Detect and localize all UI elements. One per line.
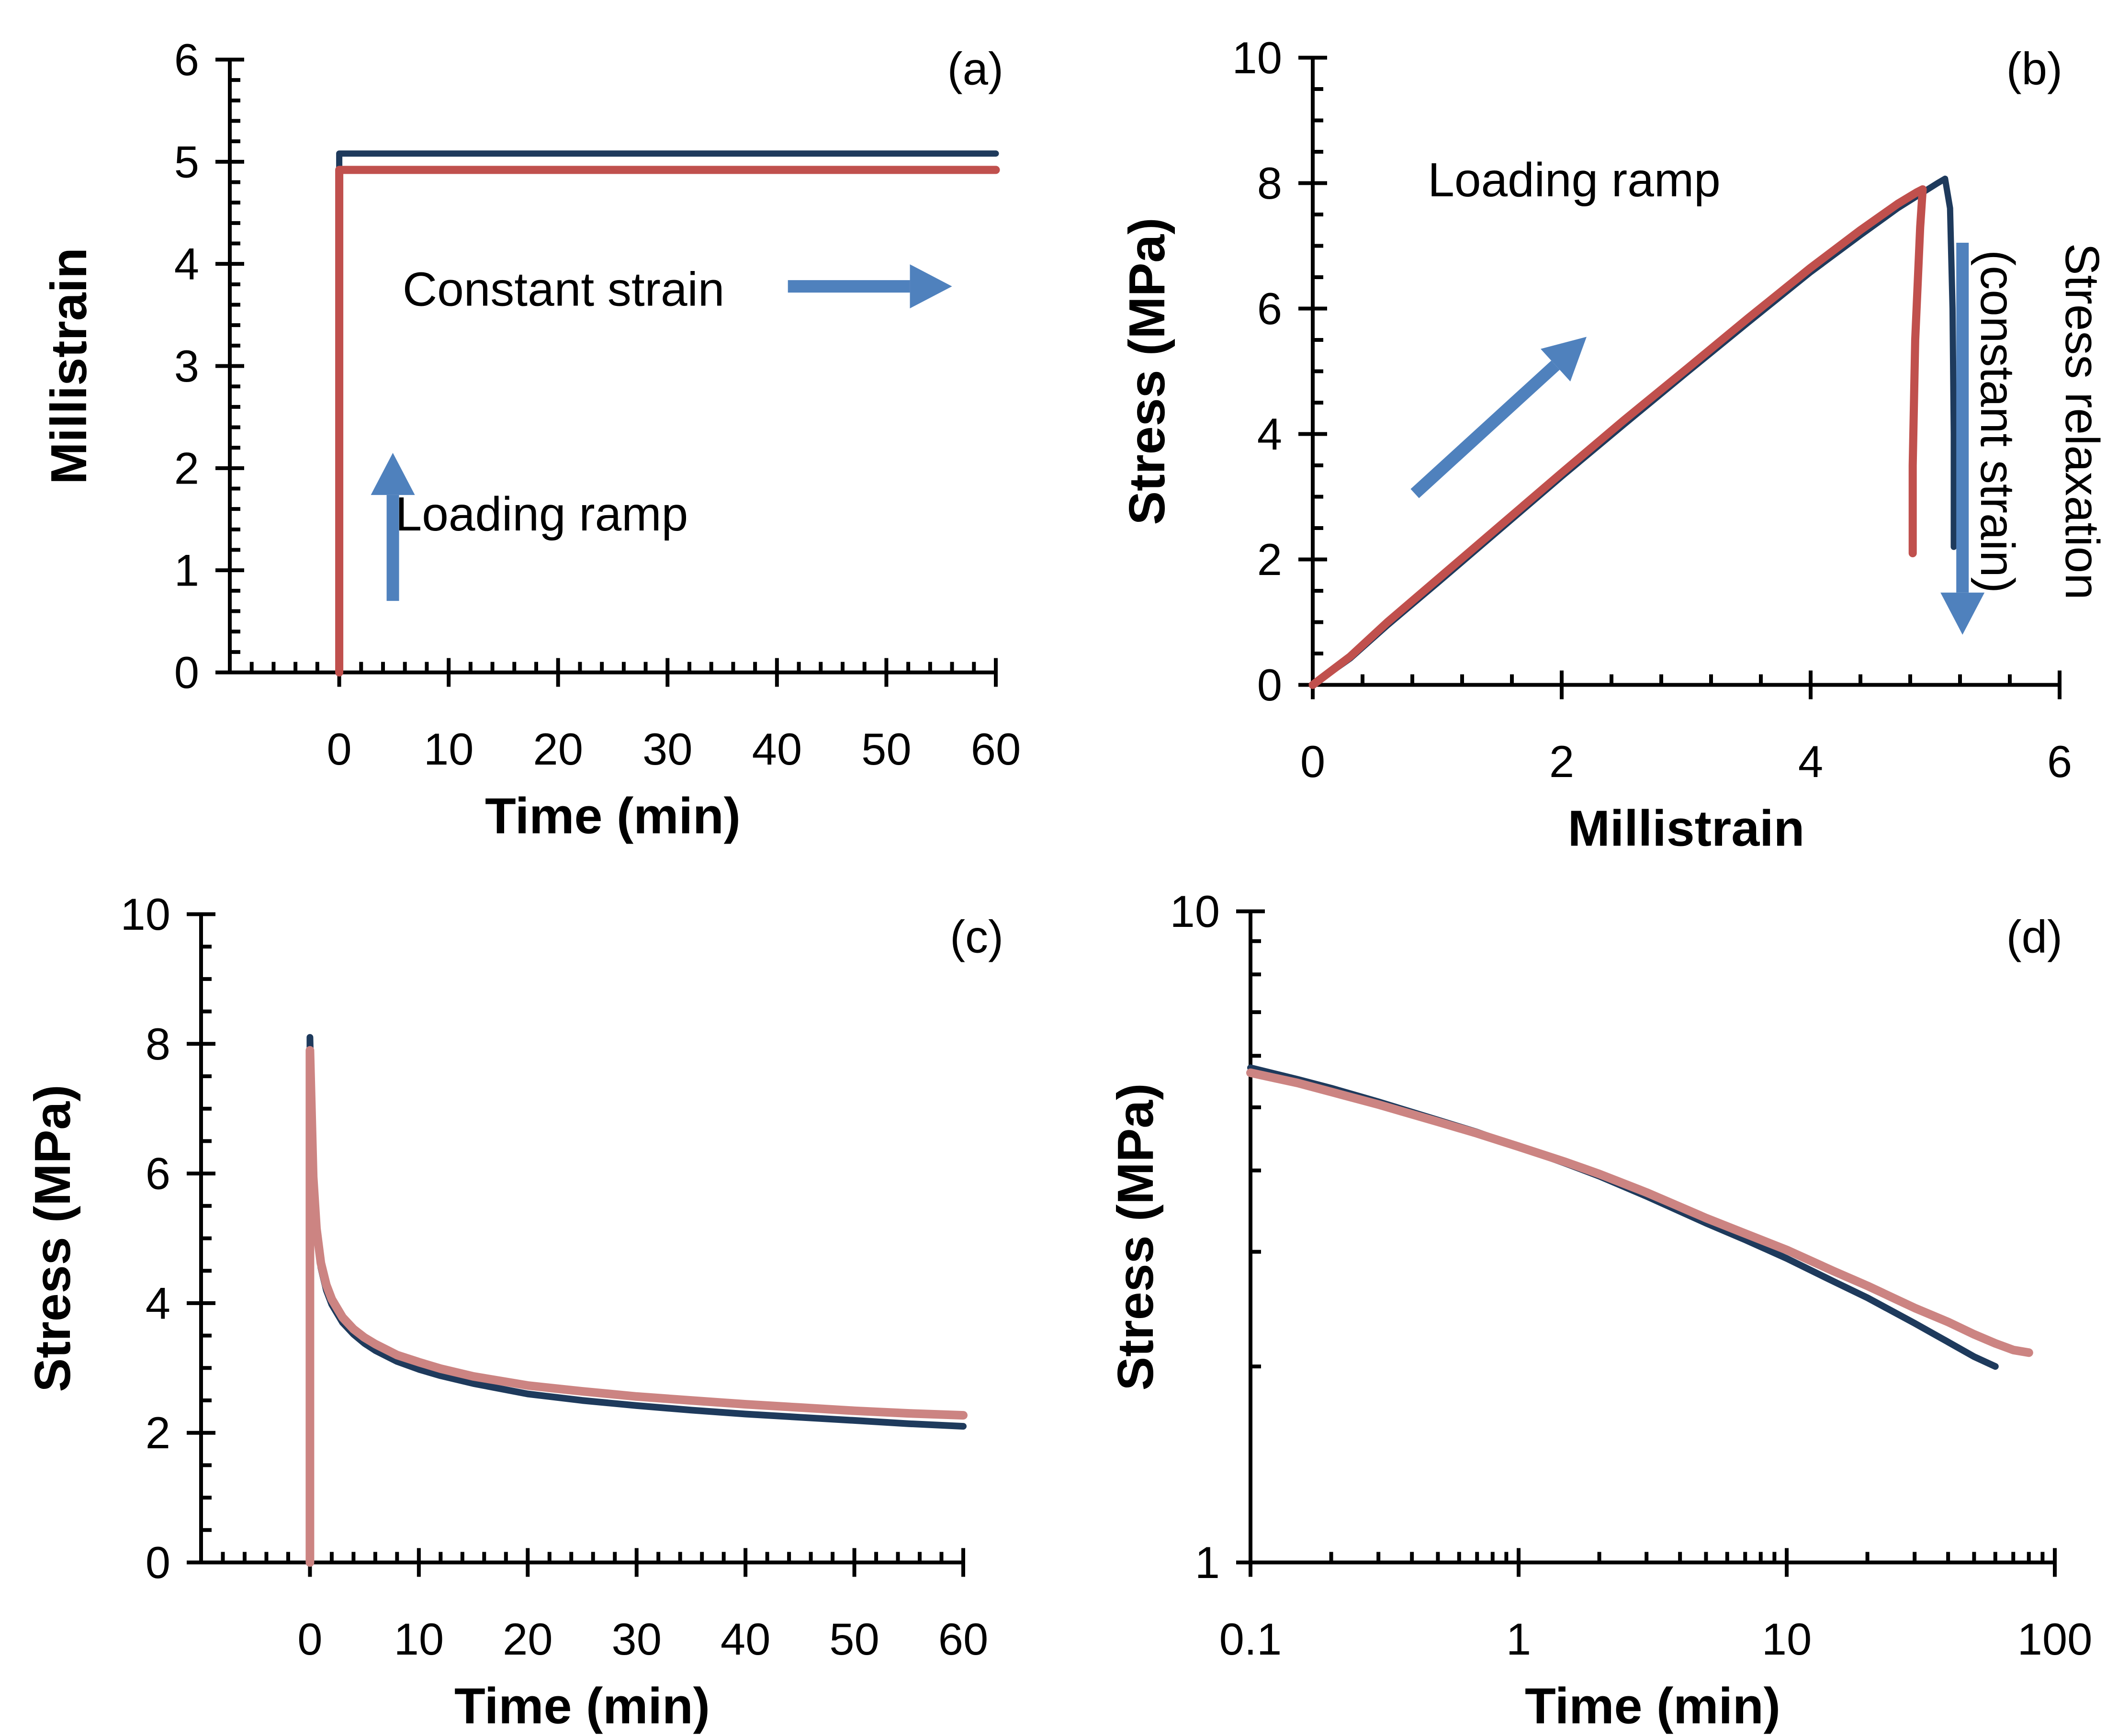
y-tick-label: 2 xyxy=(1257,534,1282,585)
x-tick-label: 40 xyxy=(752,724,802,774)
x-tick-label: 50 xyxy=(861,724,912,774)
panel-label: (d) xyxy=(2006,912,2062,963)
series-relaxation-navy xyxy=(306,1034,967,1566)
annotation-text: Constant strain xyxy=(403,263,725,316)
x-tick-label: 50 xyxy=(829,1614,879,1664)
panel-a-group: 0 10 20 30 40 50 60 0 1 2 3 4 5 6 Time (min) Millistrai… xyxy=(41,34,1021,845)
x-tick-label: 100 xyxy=(2017,1614,2093,1664)
series-strain-step-navy xyxy=(336,150,999,211)
x-tick-label: 6 xyxy=(2047,736,2072,787)
series-stress-strain-red xyxy=(1308,185,1927,689)
x-axis-title: Time (min) xyxy=(485,788,741,845)
annotation-text: (constant strain) xyxy=(1971,250,2024,593)
y-tick-label: 1 xyxy=(174,545,199,596)
panel-b-stress-vs-strain: 0 2 4 6 0 2 4 6 8 10 Millistrain Stress (MPa) (b) Loa… xyxy=(1119,33,2109,857)
panel-label: (c) xyxy=(950,912,1003,963)
panel-d-group: 0.1 1 10 100 1 10 Time (min) Stress (MPa) (d) xyxy=(1107,886,2092,1735)
panel-label: (a) xyxy=(947,44,1003,95)
y-tick-label: 0 xyxy=(146,1537,170,1588)
panel-a-strain-vs-time: 0 10 20 30 40 50 60 0 1 2 3 4 5 6 Time (min) Millistrai… xyxy=(41,34,1021,845)
y-tick-label: 6 xyxy=(146,1149,170,1199)
y-axis-title: Stress (MPa) xyxy=(24,1084,81,1392)
x-tick-label: 10 xyxy=(394,1614,444,1664)
annotation-arrow-head xyxy=(910,264,952,309)
x-tick-label: 30 xyxy=(611,1614,662,1664)
x-tick-label: 10 xyxy=(424,724,474,774)
y-tick-label: 4 xyxy=(1257,409,1282,459)
y-axis-title: Stress (MPa) xyxy=(1119,217,1175,525)
x-tick-label: 30 xyxy=(642,724,693,774)
panel-b-group: 0 2 4 6 0 2 4 6 8 10 Millistrain Stress (MPa) (b) Loa… xyxy=(1119,33,2109,857)
x-tick-label: 40 xyxy=(721,1614,771,1664)
y-tick-label: 8 xyxy=(146,1019,170,1069)
x-tick-label: 60 xyxy=(971,724,1021,774)
annotation-arrow-head xyxy=(1540,337,1587,382)
annotation-arrow-head xyxy=(371,452,415,495)
x-axis-title: Time (min) xyxy=(1525,1678,1780,1735)
series-relaxation-loglog-pink xyxy=(1246,1068,2033,1357)
panel-label: (b) xyxy=(2006,44,2062,95)
y-tick-label: 6 xyxy=(1257,283,1282,334)
x-tick-label: 1 xyxy=(1506,1614,1531,1664)
x-tick-label: 20 xyxy=(533,724,583,774)
x-tick-label: 0.1 xyxy=(1219,1614,1282,1664)
x-axis-title: Time (min) xyxy=(454,1678,710,1735)
y-axis-title: Millistrain xyxy=(41,248,97,485)
y-tick-label: 0 xyxy=(1257,660,1282,710)
y-tick-label: 10 xyxy=(120,889,170,939)
x-tick-label: 0 xyxy=(297,1614,322,1664)
x-axis-title: Millistrain xyxy=(1568,800,1805,857)
x-tick-label: 10 xyxy=(1762,1614,1812,1664)
x-tick-label: 0 xyxy=(327,724,351,774)
annotation-text: Stress relaxation xyxy=(2055,243,2109,600)
x-tick-label: 20 xyxy=(503,1614,553,1664)
y-tick-label: 10 xyxy=(1232,33,1282,83)
y-axis-title: Stress (MPa) xyxy=(1107,1083,1164,1390)
y-tick-label: 3 xyxy=(174,341,199,391)
y-tick-label: 2 xyxy=(146,1408,170,1458)
x-tick-label: 2 xyxy=(1549,736,1574,787)
x-tick-label: 0 xyxy=(1300,736,1325,787)
panel-d-stress-vs-time-loglog: 0.1 1 10 100 1 10 Time (min) Stress (MPa) (d) xyxy=(1107,886,2092,1735)
series-strain-step-red xyxy=(335,166,1000,676)
x-tick-label: 60 xyxy=(938,1614,989,1664)
annotation-text: Loading ramp xyxy=(1428,153,1721,207)
y-tick-label: 2 xyxy=(174,443,199,493)
y-tick-label: 5 xyxy=(174,136,199,187)
annotation-arrow-head xyxy=(1940,592,1985,635)
y-tick-label: 0 xyxy=(174,647,199,698)
y-tick-label: 1 xyxy=(1195,1537,1220,1588)
x-tick-label: 4 xyxy=(1798,736,1823,787)
annotation-text: Loading ramp xyxy=(395,487,688,541)
series-relaxation-loglog-navy xyxy=(1247,1064,1999,1370)
annotation-arrow-shaft xyxy=(1410,361,1560,498)
series-relaxation-pink xyxy=(305,1046,968,1567)
y-tick-label: 4 xyxy=(146,1278,170,1328)
y-tick-label: 8 xyxy=(1257,158,1282,208)
y-tick-label: 4 xyxy=(174,239,199,289)
y-tick-label: 10 xyxy=(1170,886,1220,936)
y-tick-label: 6 xyxy=(174,34,199,85)
